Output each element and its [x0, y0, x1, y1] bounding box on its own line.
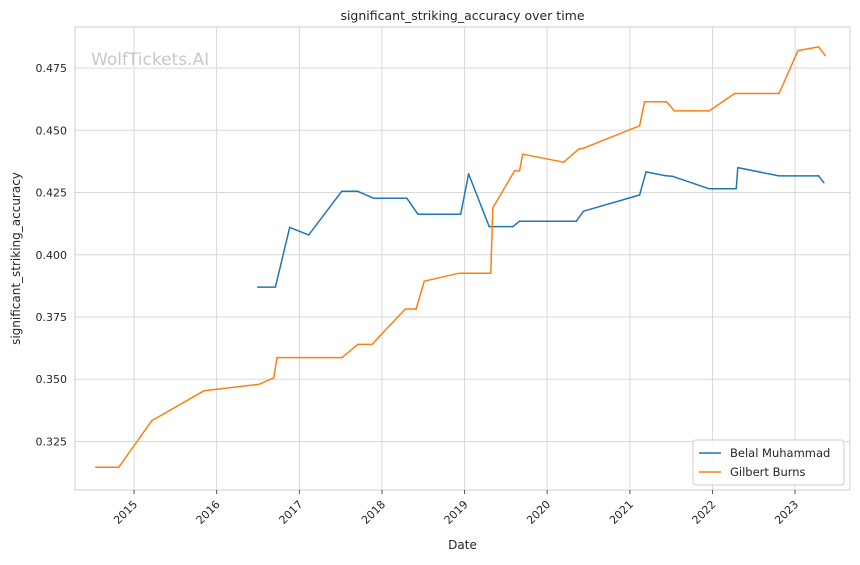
data-point-gilbert-burns — [578, 148, 580, 150]
data-point-gilbert-burns — [404, 308, 407, 310]
data-point-belal-muhammad — [645, 171, 647, 173]
data-point-belal-muhammad — [512, 225, 514, 228]
data-point-gilbert-burns — [117, 466, 120, 469]
data-point-belal-muhammad — [417, 213, 419, 215]
data-point-gilbert-burns — [562, 161, 565, 163]
data-point-belal-muhammad — [257, 286, 259, 288]
y-tick-label: 0.350 — [36, 373, 68, 386]
plot-frame — [74, 26, 851, 491]
data-point-gilbert-burns — [490, 272, 492, 274]
data-point-gilbert-burns — [423, 280, 426, 282]
y-tick-label: 0.325 — [36, 435, 68, 448]
data-point-belal-muhammad — [406, 197, 408, 200]
y-tick-label: 0.475 — [36, 62, 68, 75]
y-tick-label: 0.425 — [36, 187, 68, 200]
x-axis-label: Date — [448, 538, 477, 552]
data-point-belal-muhammad — [459, 213, 462, 215]
data-point-gilbert-burns — [673, 110, 676, 112]
data-point-belal-muhammad — [735, 188, 737, 190]
data-point-belal-muhammad — [340, 190, 343, 193]
data-point-gilbert-burns — [521, 153, 524, 155]
data-point-gilbert-burns — [273, 376, 275, 379]
data-point-belal-muhammad — [518, 220, 521, 222]
data-point-gilbert-burns — [415, 308, 417, 310]
data-point-gilbert-burns — [582, 147, 585, 149]
data-point-belal-muhammad — [372, 197, 375, 200]
data-point-gilbert-burns — [665, 100, 668, 103]
watermark: WolfTickets.AI — [91, 50, 209, 70]
series-layer — [95, 46, 827, 469]
data-point-belal-muhammad — [817, 175, 820, 177]
data-point-belal-muhammad — [357, 190, 359, 193]
data-point-gilbert-burns — [258, 383, 261, 385]
data-point-gilbert-burns — [151, 419, 153, 422]
y-tick-label: 0.400 — [36, 249, 68, 262]
data-point-belal-muhammad — [307, 234, 310, 236]
data-point-belal-muhammad — [737, 166, 739, 169]
data-point-gilbert-burns — [518, 170, 521, 172]
legend-label-gilbert-burns: Gilbert Burns — [730, 465, 806, 479]
data-point-gilbert-burns — [708, 110, 711, 112]
data-point-belal-muhammad — [582, 210, 585, 212]
data-point-belal-muhammad — [708, 188, 711, 190]
data-point-gilbert-burns — [357, 343, 359, 346]
y-axis-label: significant_striking_accuracy — [9, 172, 23, 345]
data-point-gilbert-burns — [276, 356, 278, 359]
data-point-gilbert-burns — [492, 207, 494, 209]
data-point-belal-muhammad — [664, 174, 666, 177]
data-point-gilbert-burns — [371, 343, 373, 346]
data-point-belal-muhammad — [638, 194, 641, 196]
legend: Belal Muhammad Gilbert Burns — [692, 439, 845, 486]
data-point-gilbert-burns — [341, 356, 343, 359]
series-line-gilbert-burns — [95, 46, 826, 469]
data-point-belal-muhammad — [288, 226, 291, 229]
data-point-belal-muhammad — [672, 175, 674, 178]
y-tick-label: 0.450 — [36, 124, 68, 137]
data-point-gilbert-burns — [824, 54, 827, 57]
data-point-gilbert-burns — [817, 46, 820, 48]
y-tick-label: 0.375 — [36, 311, 68, 324]
legend-box — [692, 439, 845, 486]
data-point-gilbert-burns — [778, 92, 780, 95]
data-point-belal-muhammad — [274, 286, 277, 288]
data-point-gilbert-burns — [203, 389, 205, 392]
data-point-belal-muhammad — [778, 175, 780, 177]
data-point-gilbert-burns — [513, 170, 516, 172]
data-point-gilbert-burns — [733, 92, 736, 95]
chart-title: significant_striking_accuracy over time — [340, 8, 584, 23]
data-point-belal-muhammad — [575, 220, 578, 222]
data-point-gilbert-burns — [797, 49, 799, 52]
data-point-gilbert-burns — [95, 466, 97, 469]
data-point-belal-muhammad — [488, 225, 490, 228]
legend-label-belal-muhammad: Belal Muhammad — [730, 446, 830, 460]
data-point-gilbert-burns — [458, 272, 460, 274]
series-line-belal-muhammad — [257, 166, 825, 288]
grid — [75, 27, 850, 490]
data-point-belal-muhammad — [467, 173, 470, 175]
data-point-belal-muhammad — [823, 181, 825, 184]
data-point-gilbert-burns — [643, 100, 646, 103]
data-point-gilbert-burns — [638, 125, 641, 127]
